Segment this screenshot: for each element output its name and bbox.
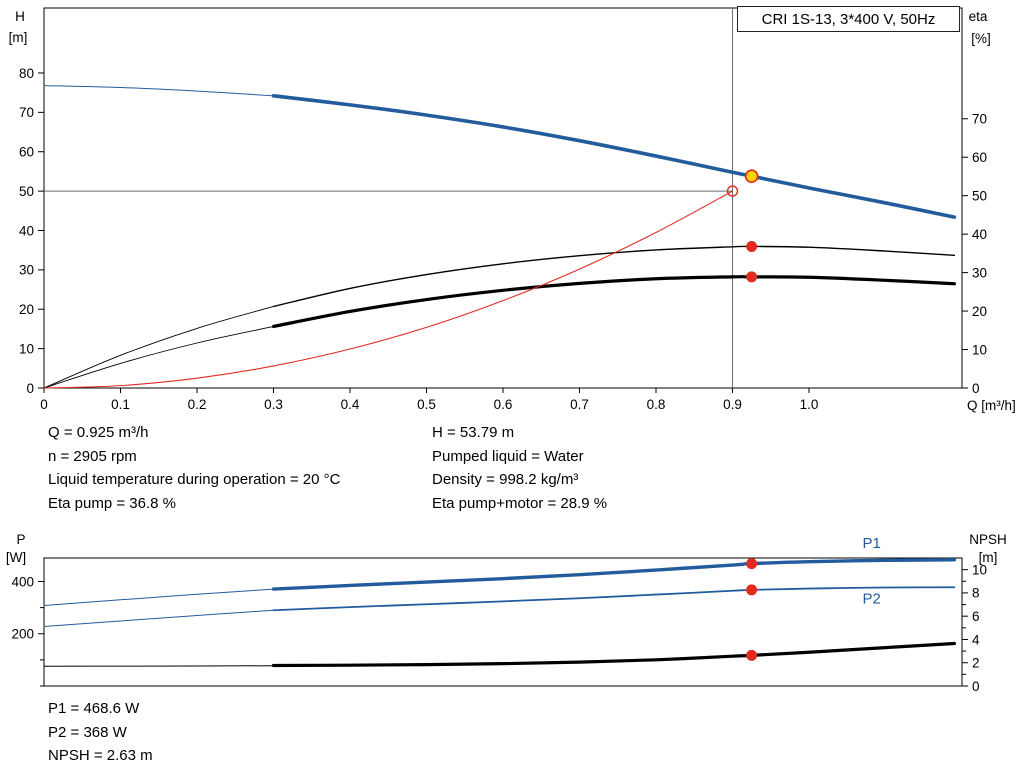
results-panel: P1 = 468.6 W P2 = 368 W NPSH = 2.63 m <box>48 697 153 768</box>
npsh-point[interactable] <box>746 649 758 661</box>
qh-eta-chart-yleft-label: H <box>15 9 25 24</box>
tick-label: 30 <box>19 263 34 278</box>
result-npsh: NPSH = 2.63 m <box>48 747 153 764</box>
tick-label: 0 <box>972 381 980 396</box>
system-curve <box>43 190 734 389</box>
eta-pump-curve <box>272 245 956 308</box>
tick-label: 10 <box>972 342 987 357</box>
x-axis-label: Q [m³/h] <box>967 398 1016 413</box>
power-npsh-chart-yleft-label: P <box>16 532 25 547</box>
hq-curve <box>271 94 957 219</box>
info-speed: n = 2905 rpm <box>48 447 137 465</box>
tick-label: 0 <box>26 381 34 396</box>
tick-label: 0 <box>40 397 48 412</box>
result-p2: P2 = 368 W <box>48 723 127 741</box>
tick-label: 40 <box>19 223 34 238</box>
tick-label: 70 <box>972 112 987 127</box>
tick-label: 60 <box>972 150 987 165</box>
result-p1: P1 = 468.6 W <box>48 700 140 717</box>
info-flow: Q = 0.925 m³/h <box>48 424 149 441</box>
tick-label: 8 <box>972 586 980 601</box>
qh-eta-chart-frame <box>43 7 963 389</box>
info-eta-pump: Eta pump = 36.8 % <box>48 494 176 512</box>
tick-label: 400 <box>11 574 34 589</box>
tick-label: 0 <box>972 679 980 694</box>
tick-label: 20 <box>19 302 34 317</box>
duty-info-panel: Q = 0.925 m³/h n = 2905 rpm Liquid tempe… <box>0 421 1024 521</box>
duty-point[interactable] <box>744 169 759 184</box>
tick-label: 80 <box>19 66 34 81</box>
qh-eta-chart-yleft-unit: [m] <box>9 30 28 45</box>
p1-curve-lead <box>43 588 274 607</box>
eta-pump-curve-lead <box>43 306 274 389</box>
power-npsh-chart-yright-label: NPSH <box>969 532 1007 547</box>
tick-label: 0.4 <box>341 397 360 412</box>
series-label-p2: P2 <box>863 590 881 607</box>
duty-info-left-column: Q = 0.925 m³/h n = 2905 rpm Liquid tempe… <box>48 421 340 515</box>
p2-point[interactable] <box>746 584 758 596</box>
tick-label: 1.0 <box>800 397 819 412</box>
tick-label: 200 <box>11 627 34 642</box>
tick-label: 10 <box>19 341 34 356</box>
qh-eta-chart[interactable]: 0 10 20 30 40 50 60 70 80 0 10 20 30 40 50 60 70 0 0.1 0.2 0… <box>0 0 1024 420</box>
p2-curve-lead <box>43 609 274 627</box>
series-label-p1: P1 <box>863 535 881 552</box>
info-density: Density = 998.2 kg/m³ <box>432 471 579 488</box>
hq-curve-lead <box>43 85 274 97</box>
tick-label: 0.1 <box>111 397 130 412</box>
pump-model-title: CRI 1S-13, 3*400 V, 50Hz <box>761 10 936 28</box>
info-head: H = 53.79 m <box>432 424 515 441</box>
tick-label: 2 <box>972 656 980 671</box>
p1-point[interactable] <box>746 558 758 570</box>
tick-label: 0.8 <box>647 397 666 412</box>
power-npsh-chart-frame <box>43 557 963 687</box>
duty-info-right-column: H = 53.79 m Pumped liquid = Water Densit… <box>432 421 607 515</box>
info-pumped-liquid: Pumped liquid = Water <box>432 447 584 465</box>
tick-label: 60 <box>19 145 34 160</box>
info-eta-pump-motor: Eta pump+motor = 28.9 % <box>432 494 608 512</box>
tick-label: 40 <box>972 227 987 242</box>
tick-label: 0.6 <box>494 397 513 412</box>
tick-label: 6 <box>972 609 980 624</box>
tick-label: 50 <box>972 188 987 203</box>
tick-label: 70 <box>19 105 34 120</box>
tick-label: 0.7 <box>570 397 589 412</box>
qh-eta-chart-yright-label: eta <box>969 9 988 24</box>
tick-label: 20 <box>972 304 987 319</box>
tick-label: 10 <box>972 562 987 577</box>
p1-curve <box>271 558 957 591</box>
p2-curve <box>272 586 956 612</box>
power-npsh-chart-yright-unit: [m] <box>979 550 998 565</box>
npsh-curve <box>271 641 956 668</box>
requested-duty-point[interactable] <box>726 185 739 197</box>
tick-label: 50 <box>19 184 34 199</box>
tick-label: 0.5 <box>417 397 436 412</box>
tick-label: 0.9 <box>723 397 742 412</box>
eta-pump-motor-curve <box>271 275 956 329</box>
power-npsh-chart[interactable]: 200 400 0 2 4 6 8 10 P [W] NPSH [m] P1 P2 <box>0 524 1024 704</box>
qh-eta-chart-yright-unit: [%] <box>971 31 991 46</box>
tick-label: 0.3 <box>264 397 283 412</box>
eta-pump-motor-point[interactable] <box>746 271 758 283</box>
power-npsh-chart-yleft-unit: [W] <box>6 550 26 565</box>
pump-model-title-box: CRI 1S-13, 3*400 V, 50Hz <box>737 6 960 32</box>
tick-label: 30 <box>972 265 987 280</box>
tick-label: 0.2 <box>188 397 207 412</box>
tick-label: 4 <box>972 632 980 647</box>
eta-pump-motor-curve-lead <box>43 326 274 389</box>
eta-pump-point[interactable] <box>746 240 758 252</box>
info-liquid-temperature: Liquid temperature during operation = 20… <box>48 471 341 488</box>
